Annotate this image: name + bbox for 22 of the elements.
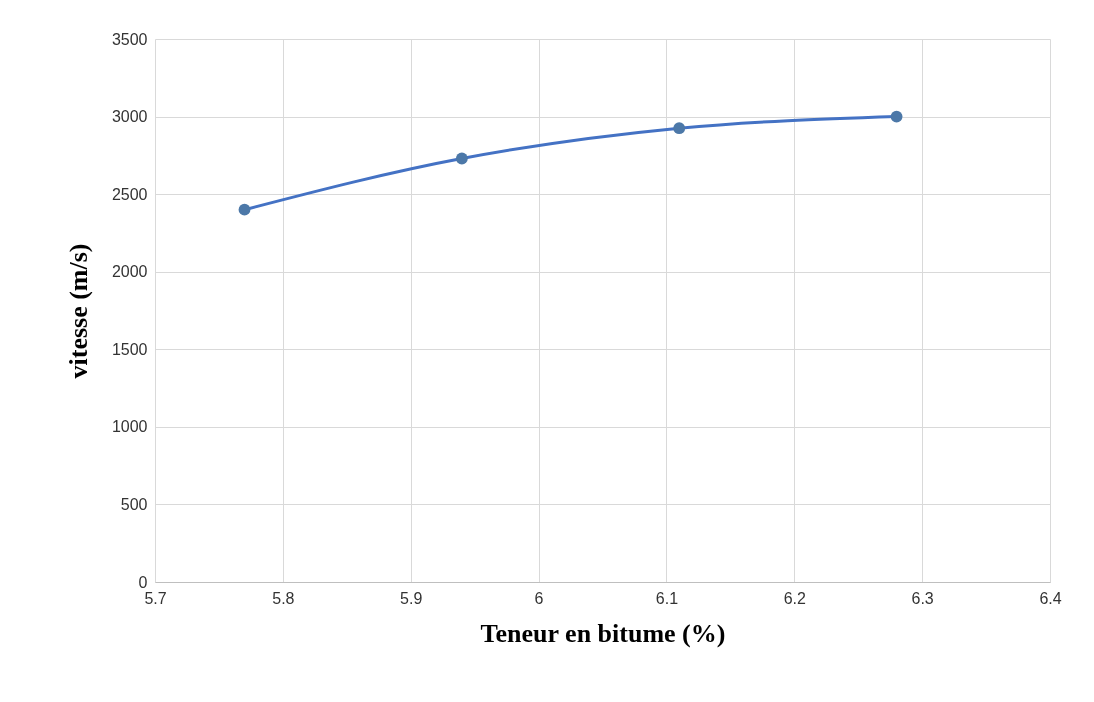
- x-tick-label: 6: [534, 589, 544, 607]
- point: [890, 110, 903, 123]
- x-tick-label: 5.7: [144, 589, 167, 607]
- y-tick-label: 0: [138, 573, 148, 591]
- point: [673, 122, 686, 135]
- y-tick-label: 2500: [111, 185, 148, 203]
- y-tick-label: 2000: [111, 263, 148, 281]
- x-tick-label: 6.3: [911, 589, 934, 607]
- y-tick-label: 3000: [111, 108, 148, 126]
- point: [455, 152, 468, 165]
- y-tick-label: 3500: [111, 30, 148, 48]
- y-tick-label: 1500: [111, 340, 148, 358]
- x-tick-label: 6.2: [783, 589, 806, 607]
- x-tick-label: 6.4: [1039, 589, 1062, 607]
- y-tick-label: 1000: [111, 418, 148, 436]
- x-tick-label: 5.9: [400, 589, 423, 607]
- x-axis-title: Teneur en bitume (%): [480, 618, 726, 648]
- x-tick-label: 5.8: [272, 589, 295, 607]
- y-tick-label: 500: [120, 495, 148, 513]
- point: [238, 203, 251, 216]
- x-tick-label: 6.1: [655, 589, 679, 607]
- y-axis-title: vitesse (m/s): [63, 243, 93, 379]
